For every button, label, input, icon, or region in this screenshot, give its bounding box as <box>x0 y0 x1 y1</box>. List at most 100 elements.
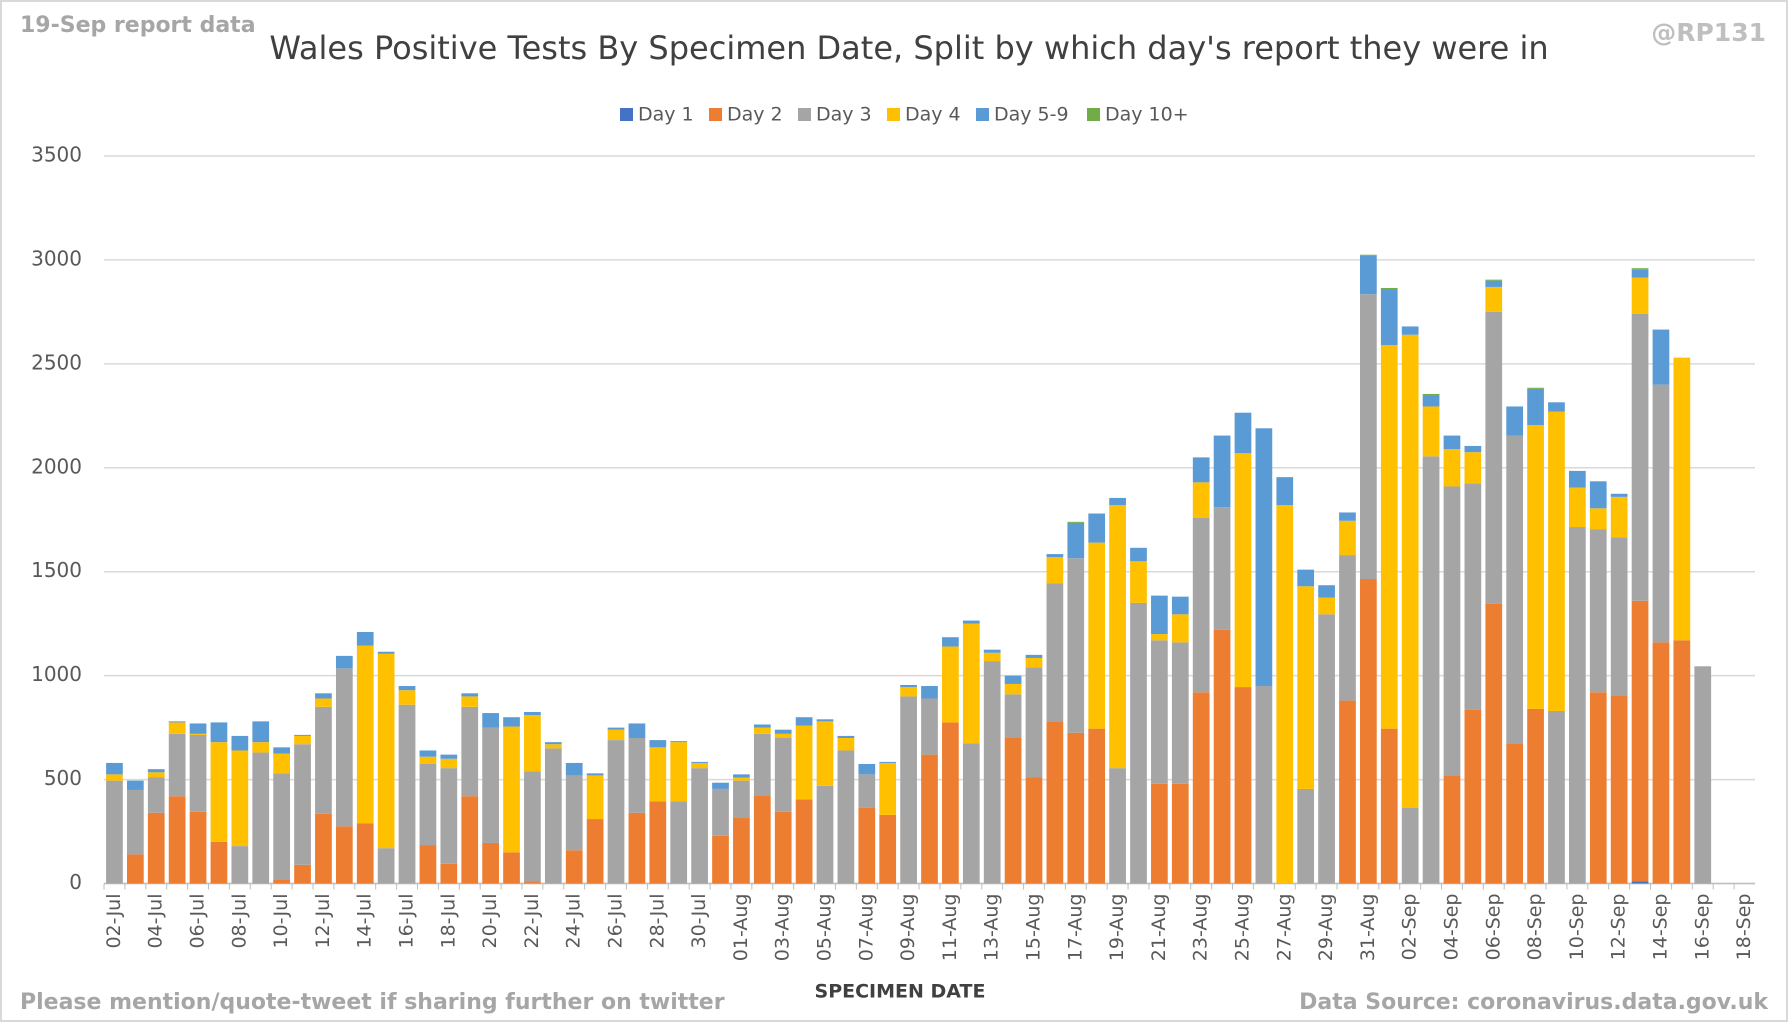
y-tick-label: 3500 <box>31 143 82 167</box>
bar-segment <box>168 721 186 723</box>
x-tick-label: 09-Aug <box>897 894 919 962</box>
bar-segment <box>524 771 541 882</box>
bar-segment <box>712 788 729 836</box>
bar-segment <box>273 753 290 774</box>
x-tick-label: 07-Aug <box>855 894 877 962</box>
bar-segment <box>377 848 395 884</box>
bar-segment <box>921 698 938 755</box>
x-tick-label: 29-Aug <box>1315 894 1337 962</box>
x-tick-label: 03-Aug <box>772 894 794 962</box>
legend-swatch <box>709 108 722 121</box>
bar-segment <box>1339 512 1356 521</box>
bar-segment <box>419 763 437 846</box>
x-tick-label: 18-Jul <box>437 894 459 949</box>
bar-segment <box>1130 561 1147 603</box>
bar-segment <box>1276 505 1294 884</box>
bar-segment <box>962 620 980 624</box>
x-tick-label: 10-Sep <box>1566 894 1588 961</box>
bar-segment <box>1652 642 1670 884</box>
bar-segment <box>1360 255 1377 295</box>
bar-segment <box>440 754 458 759</box>
bar-segment <box>335 668 353 827</box>
x-tick-label: 28-Jul <box>646 894 668 949</box>
bar-segment <box>126 789 144 855</box>
bar-segment <box>1192 692 1210 884</box>
bar-segment <box>503 852 520 884</box>
x-tick-label: 08-Jul <box>228 894 250 949</box>
author-note: @RP131 <box>1651 18 1766 47</box>
legend-swatch <box>798 108 811 121</box>
bar-segment <box>816 719 834 722</box>
bar-segment <box>795 799 813 884</box>
bar-segment <box>565 775 583 851</box>
bar-segment <box>1234 453 1252 688</box>
bar-segment <box>733 774 750 778</box>
bar-segment <box>1151 640 1168 784</box>
bar-segment <box>377 651 395 654</box>
bar-segment <box>774 811 792 884</box>
x-tick-label: 14-Sep <box>1649 894 1671 961</box>
bar-segment <box>503 726 520 853</box>
bar-segment <box>1569 527 1586 884</box>
bar-segment <box>168 722 186 734</box>
bar-segment <box>1297 586 1315 789</box>
x-tick-label: 14-Jul <box>354 894 376 949</box>
bar-segment <box>628 812 646 884</box>
bar-segment <box>1004 683 1022 695</box>
bar-segment <box>774 729 792 734</box>
bar-segment <box>1171 596 1189 615</box>
bar-segment <box>461 796 479 884</box>
bar-segment <box>879 761 897 763</box>
bar-segment <box>628 723 646 738</box>
bar-segment <box>168 733 186 797</box>
x-tick-label: 02-Jul <box>103 894 125 949</box>
bar-segment <box>607 729 625 741</box>
legend-label: Day 10+ <box>1105 104 1189 126</box>
bar-segment <box>1088 728 1106 884</box>
legend-label: Day 2 <box>727 104 783 126</box>
bar-segment <box>670 801 688 884</box>
bar-segment <box>524 881 541 884</box>
x-tick-label: 25-Aug <box>1231 894 1253 962</box>
bar-segment <box>795 725 813 800</box>
x-tick-label: 30-Jul <box>688 894 710 949</box>
bar-segment <box>983 661 1001 884</box>
bar-segment <box>1255 428 1273 687</box>
bar-segment <box>419 845 437 884</box>
bar-segment <box>147 777 165 813</box>
bar-segment <box>1025 777 1043 884</box>
bar-segment <box>586 819 604 884</box>
x-tick-label: 12-Sep <box>1608 894 1630 961</box>
bar-segment <box>189 734 207 812</box>
bar-segment <box>1548 402 1565 412</box>
x-tick-label: 06-Sep <box>1482 894 1504 961</box>
legend-label: Day 3 <box>816 104 872 126</box>
bar-segment <box>1192 457 1210 483</box>
x-tick-label: 26-Jul <box>605 894 627 949</box>
bar-segment <box>1569 470 1586 488</box>
bar-segment <box>900 684 917 688</box>
bar-segment <box>1422 456 1440 884</box>
bar-segment <box>1360 578 1377 884</box>
bar-segment <box>315 706 332 814</box>
bar-segment <box>356 645 374 824</box>
bar-segment <box>1297 788 1315 884</box>
legend-label: Day 4 <box>905 104 961 126</box>
bar-segment <box>210 722 228 743</box>
bar-segment <box>774 738 792 812</box>
bar-segment <box>440 768 458 864</box>
bar-segment <box>1422 406 1440 457</box>
chart-title: Wales Positive Tests By Specimen Date, S… <box>269 29 1548 67</box>
bar-segment <box>1443 449 1461 487</box>
bar-segment <box>440 863 458 884</box>
bar-segment <box>461 696 479 707</box>
x-tick-label: 08-Sep <box>1524 894 1546 961</box>
bar-segment <box>147 812 165 884</box>
bar-segment <box>1318 585 1335 598</box>
bar-segment <box>419 750 437 757</box>
bar-segment <box>1631 600 1649 882</box>
bar-segment <box>210 841 228 884</box>
bar-segment <box>1025 667 1043 778</box>
bar-segment <box>544 742 562 745</box>
